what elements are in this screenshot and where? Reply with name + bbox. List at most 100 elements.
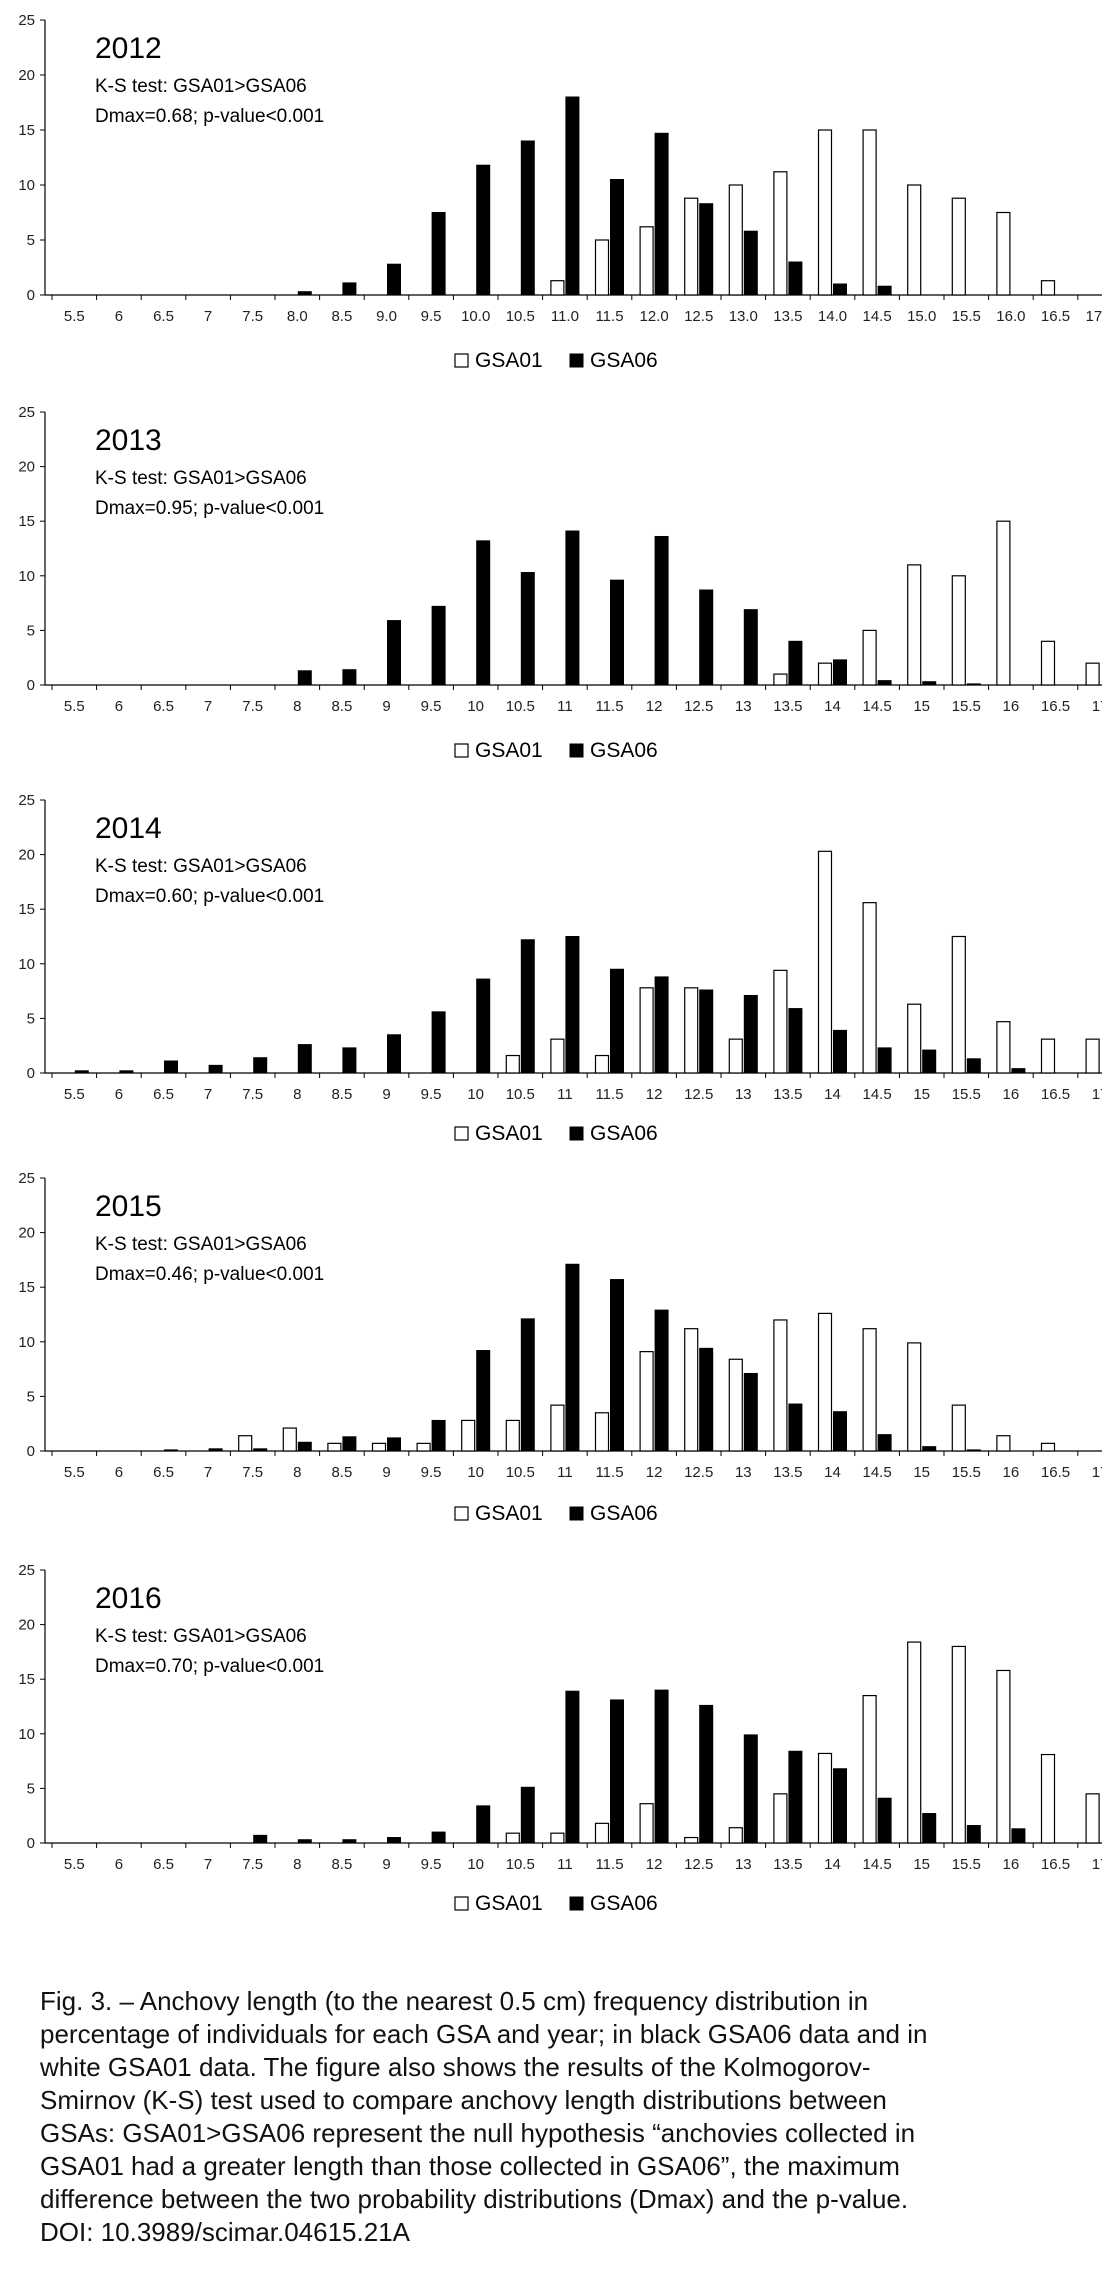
bar-gsa06 [387, 263, 401, 296]
x-tick-label: 7 [204, 698, 212, 715]
y-tick-label: 15 [18, 901, 35, 918]
x-tick-label: 14.0 [818, 308, 847, 325]
bar-gsa06 [788, 1008, 803, 1074]
bar-gsa06 [253, 1448, 268, 1452]
bar-gsa06 [164, 1449, 178, 1452]
ks-test-annotation: Dmax=0.46; p-value<0.001 [95, 1264, 324, 1285]
bar-gsa06 [966, 1058, 981, 1074]
x-tick-label: 6.5 [153, 698, 174, 715]
x-tick-label: 13 [735, 698, 752, 715]
bar-gsa06 [565, 1690, 580, 1844]
legend-label-gsa01: GSA01 [475, 739, 543, 762]
x-tick-label: 11.5 [595, 698, 623, 715]
x-tick-label: 8.5 [331, 1464, 352, 1481]
bar-gsa01 [684, 1836, 699, 1844]
y-tick-label: 20 [18, 847, 35, 864]
legend-label-gsa06: GSA06 [590, 739, 658, 762]
y-tick-label: 25 [18, 792, 35, 809]
panel-title: 2012 [95, 32, 162, 65]
bar-gsa06 [788, 640, 803, 686]
legend-swatch-gsa06 [569, 1896, 584, 1911]
y-tick-label: 15 [18, 1671, 35, 1688]
bar-gsa01 [773, 1793, 788, 1844]
x-tick-label: 13.0 [729, 308, 758, 325]
x-tick-label: 11 [557, 698, 573, 715]
bar-gsa01 [728, 1038, 743, 1074]
bar-gsa06 [431, 212, 446, 296]
x-tick-label: 12.5 [684, 1464, 713, 1481]
bar-gsa01 [862, 902, 877, 1074]
bar-gsa06 [476, 1805, 491, 1844]
x-tick-label: 15.5 [952, 1086, 981, 1103]
x-tick-label: 17 [1092, 1086, 1102, 1103]
x-tick-label: 16.5 [1041, 308, 1070, 325]
x-tick-label: 6 [115, 1856, 123, 1873]
x-tick-label: 11 [557, 1086, 573, 1103]
caption-line: GSAs: GSA01>GSA06 represent the null hyp… [40, 2118, 916, 2148]
caption-line: Fig. 3. – Anchovy length (to the nearest… [40, 1986, 869, 2016]
x-tick-label: 15 [913, 1464, 930, 1481]
x-tick-label: 5.5 [64, 1856, 85, 1873]
bar-gsa01 [907, 1342, 922, 1452]
x-tick-label: 14 [824, 1464, 841, 1481]
bar-gsa06 [877, 1434, 892, 1452]
x-tick-label: 10.5 [506, 1856, 535, 1873]
x-tick-label: 12 [646, 1464, 663, 1481]
x-tick-label: 11.0 [551, 308, 579, 325]
y-tick-label: 0 [27, 1835, 35, 1852]
x-tick-label: 14 [824, 1086, 841, 1103]
bar-gsa01 [996, 520, 1011, 686]
legend-label-gsa06: GSA06 [590, 349, 658, 372]
bar-gsa01 [327, 1442, 342, 1452]
bar-gsa06 [877, 285, 892, 296]
bar-gsa01 [817, 129, 833, 296]
caption-line: GSA01 had a greater length than those co… [40, 2151, 900, 2181]
bar-gsa01 [862, 1328, 877, 1452]
legend-swatch-gsa01 [454, 1896, 469, 1911]
bar-gsa01 [550, 1038, 565, 1074]
x-tick-label: 8.5 [331, 698, 352, 715]
bar-gsa01 [550, 280, 565, 296]
x-tick-label: 5.5 [64, 1464, 85, 1481]
x-tick-label: 10.5 [506, 1464, 535, 1481]
y-tick-label: 5 [27, 622, 35, 639]
y-tick-label: 10 [18, 1726, 35, 1743]
bar-gsa01 [996, 1435, 1011, 1452]
bar-gsa06 [699, 589, 714, 686]
x-tick-label: 6 [115, 698, 123, 715]
x-tick-label: 6 [115, 1086, 123, 1103]
x-tick-label: 6.5 [153, 308, 174, 325]
bar-gsa01 [639, 1803, 654, 1844]
x-tick-label: 14.5 [862, 1856, 891, 1873]
bar-gsa01 [862, 129, 877, 296]
legend-label-gsa01: GSA01 [475, 1892, 543, 1915]
x-tick-label: 15.5 [952, 308, 981, 325]
bar-gsa01 [238, 1435, 253, 1452]
x-tick-label: 8 [293, 1086, 301, 1103]
legend-swatch-gsa01 [454, 353, 469, 368]
x-tick-label: 10.5 [506, 698, 535, 715]
bar-gsa01 [371, 1442, 387, 1452]
bar-gsa06 [520, 1786, 535, 1844]
x-tick-label: 17 [1092, 1464, 1102, 1481]
x-tick-label: 8 [293, 1856, 301, 1873]
x-tick-label: 9 [382, 1856, 390, 1873]
x-tick-label: 11 [557, 1856, 573, 1873]
bar-gsa06 [743, 230, 758, 296]
x-tick-label: 8 [293, 1464, 301, 1481]
bar-gsa06 [610, 968, 624, 1074]
y-tick-label: 25 [18, 12, 35, 29]
bar-gsa01 [817, 850, 833, 1074]
figure: 0 5 10 15 20 25 5.5 6 6.5 7 7.5 8.0 8.5 9.0 9.5 10.0 10.… [18, 12, 1102, 1915]
bar-gsa06 [387, 620, 401, 686]
legend-label-gsa06: GSA06 [590, 1122, 658, 1145]
bar-gsa06 [431, 1419, 446, 1452]
y-tick-label: 5 [27, 1010, 35, 1027]
legend-swatch-gsa01 [454, 1126, 469, 1141]
bar-gsa01 [728, 1358, 743, 1452]
x-tick-label: 9.5 [421, 1464, 442, 1481]
x-tick-label: 7.5 [242, 1856, 263, 1873]
bar-gsa01 [1040, 1753, 1056, 1844]
x-tick-label: 14.5 [862, 1086, 891, 1103]
x-tick-label: 13.5 [773, 1464, 802, 1481]
